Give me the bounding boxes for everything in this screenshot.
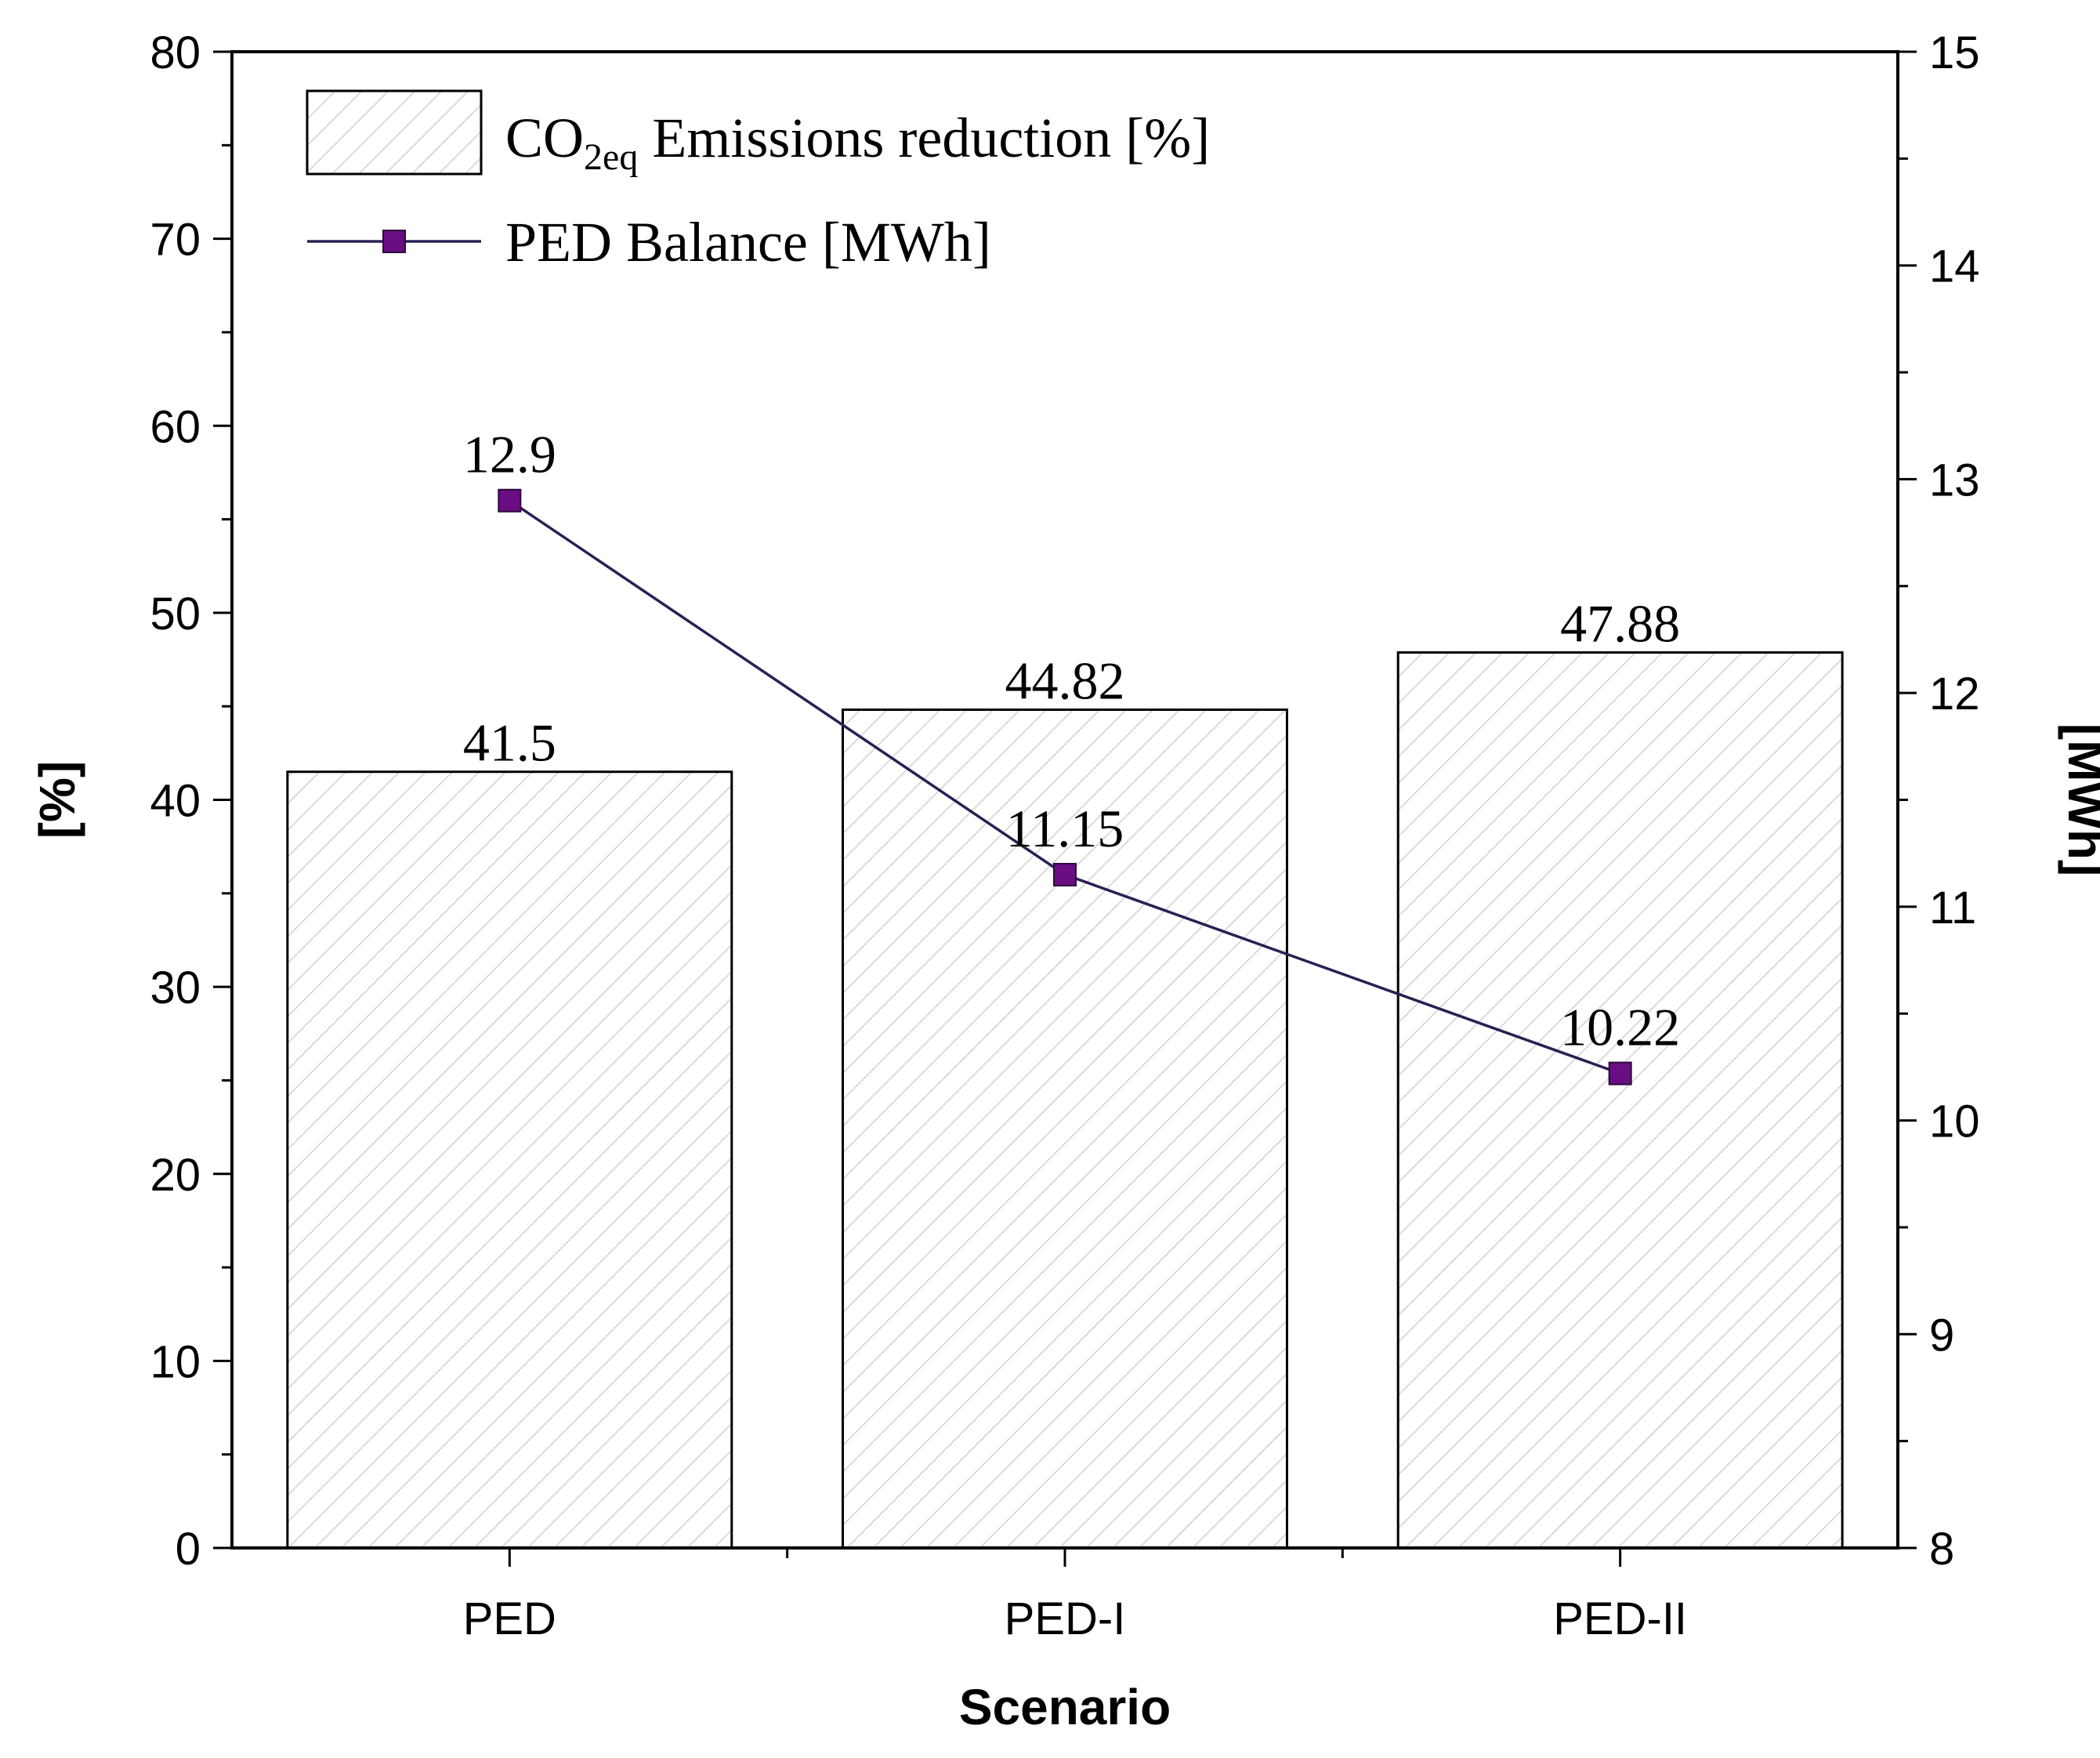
right-tick-label: 13 bbox=[1929, 455, 1980, 506]
x-axis: PED PED-I PED-II bbox=[463, 1548, 1687, 1644]
bar-value-label: 47.88 bbox=[1560, 593, 1680, 653]
x-tick-label: PED-II bbox=[1553, 1593, 1687, 1644]
bar-ped-ii bbox=[1396, 651, 1844, 1550]
left-tick-label: 40 bbox=[150, 776, 201, 827]
left-tick-label: 10 bbox=[150, 1336, 201, 1387]
left-tick-label: 60 bbox=[150, 401, 201, 452]
legend-line-marker bbox=[382, 230, 406, 253]
legend-line-label: PED Balance [MWh] bbox=[505, 211, 991, 274]
line-value-label: 11.15 bbox=[1006, 799, 1124, 858]
legend-bar-name: Emissions reduction [%] bbox=[638, 107, 1210, 169]
x-axis-title: Scenario bbox=[959, 1679, 1171, 1735]
left-tick-label: 80 bbox=[150, 27, 201, 78]
y-axis-title: [%] bbox=[29, 761, 85, 839]
right-y-axis: 8 9 10 11 12 13 14 15 bbox=[1898, 27, 1980, 1575]
ped-balance-point-ped-i bbox=[1053, 862, 1077, 886]
legend-bar-subscript: 2eq bbox=[584, 136, 638, 178]
line-value-label: 12.9 bbox=[463, 425, 556, 484]
left-y-axis: 0 10 20 30 40 50 60 70 80 bbox=[150, 27, 232, 1575]
right-tick-label: 10 bbox=[1929, 1096, 1980, 1147]
left-tick-label: 50 bbox=[150, 589, 201, 640]
left-tick-label: 30 bbox=[150, 962, 201, 1013]
bar-value-label: 44.82 bbox=[1005, 651, 1125, 710]
data-labels: 41.5 44.82 47.88 12.9 11.15 10.22 bbox=[463, 425, 1680, 1057]
right-tick-label: 8 bbox=[1929, 1524, 1954, 1575]
legend-bar-swatch bbox=[306, 89, 483, 176]
legend-bar-prefix: CO bbox=[505, 107, 584, 169]
right-tick-label: 14 bbox=[1929, 241, 1980, 292]
bar-value-label: 41.5 bbox=[463, 713, 556, 773]
left-tick-label: 20 bbox=[150, 1150, 201, 1201]
y2-axis-title: [MWh] bbox=[2058, 723, 2100, 876]
line-series bbox=[498, 488, 1632, 1086]
ped-balance-point-ped-ii bbox=[1608, 1061, 1632, 1086]
bar-series bbox=[286, 651, 1844, 1550]
right-tick-label: 12 bbox=[1929, 669, 1980, 720]
x-tick-label: PED-I bbox=[1005, 1593, 1126, 1644]
right-tick-label: 9 bbox=[1929, 1310, 1954, 1361]
left-tick-label: 0 bbox=[176, 1524, 201, 1575]
x-tick-label: PED bbox=[463, 1593, 556, 1644]
ped-balance-point-ped bbox=[498, 488, 522, 513]
line-value-label: 10.22 bbox=[1560, 998, 1680, 1057]
legend: CO2eq Emissions reduction [%] PED Balanc… bbox=[306, 89, 1210, 274]
right-tick-label: 15 bbox=[1929, 27, 1980, 78]
bar-ped bbox=[286, 770, 733, 1550]
bar-ped-i bbox=[842, 708, 1288, 1550]
left-tick-label: 70 bbox=[150, 215, 201, 266]
right-tick-label: 11 bbox=[1929, 883, 1976, 933]
legend-bar-label: CO2eq Emissions reduction [%] bbox=[505, 107, 1210, 178]
